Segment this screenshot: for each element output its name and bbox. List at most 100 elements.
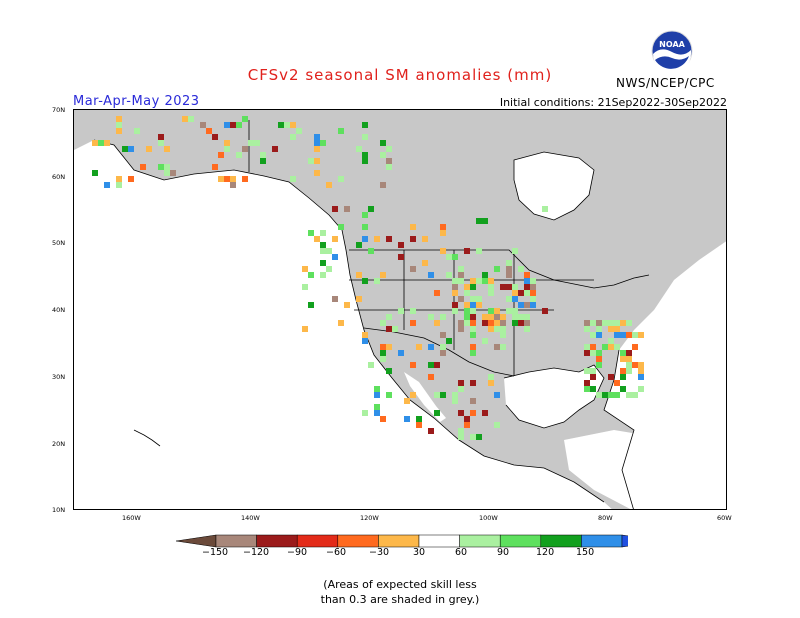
colorbar: [172, 533, 663, 552]
anomaly-cell: [530, 284, 536, 290]
anomaly-cell: [164, 164, 170, 170]
lat-label-60n: 60N: [52, 173, 66, 181]
anomaly-cell: [476, 296, 482, 302]
anomaly-cell: [380, 350, 386, 356]
anomaly-cell: [374, 392, 380, 398]
anomaly-cell: [116, 128, 122, 134]
anomaly-cell: [596, 350, 602, 356]
anomaly-cell: [446, 254, 452, 260]
anomaly-cell: [362, 224, 368, 230]
anomaly-cell: [482, 320, 488, 326]
anomaly-cell: [344, 206, 350, 212]
anomaly-cell: [362, 338, 368, 344]
anomaly-cell: [590, 332, 596, 338]
anomaly-cell: [512, 320, 518, 326]
anomaly-cell: [200, 122, 206, 128]
colorbar-swatch: [418, 534, 460, 548]
anomaly-cell: [386, 344, 392, 350]
anomaly-cell: [410, 320, 416, 326]
anomaly-cell: [620, 386, 626, 392]
anomaly-cell: [344, 302, 350, 308]
anomaly-cell: [362, 236, 368, 242]
colorbar-swatch: [256, 534, 298, 548]
anomaly-cell: [386, 146, 392, 152]
anomaly-cell: [398, 350, 404, 356]
anomaly-cell: [434, 410, 440, 416]
anomaly-cell: [380, 344, 386, 350]
anomaly-cell: [374, 386, 380, 392]
anomaly-cell: [356, 146, 362, 152]
anomaly-cell: [458, 428, 464, 434]
anomaly-cell: [380, 320, 386, 326]
colorbar-arrow-high: [621, 534, 663, 548]
anomaly-cell: [116, 182, 122, 188]
anomaly-cell: [392, 326, 398, 332]
colorbar-swatch: [459, 534, 501, 548]
anomaly-cell: [476, 302, 482, 308]
anomaly-cell: [530, 290, 536, 296]
noaa-logo: NOAA: [651, 30, 693, 73]
anomaly-cell: [596, 392, 602, 398]
anomaly-cell: [596, 326, 602, 332]
lon-label-80w: 80W: [598, 514, 613, 522]
anomaly-cell: [512, 308, 518, 314]
anomaly-cell: [236, 152, 242, 158]
anomaly-cell: [380, 272, 386, 278]
lat-label-20n: 20N: [52, 440, 66, 448]
anomaly-cell: [314, 158, 320, 164]
anomaly-cell: [476, 218, 482, 224]
anomaly-cell: [386, 164, 392, 170]
colorbar-label: 90: [497, 547, 510, 558]
anomaly-cell: [590, 374, 596, 380]
anomaly-cell: [524, 272, 530, 278]
anomaly-cell: [470, 398, 476, 404]
colorbar-label: 30: [413, 547, 426, 558]
colorbar-arrow-low: [175, 534, 217, 548]
anomaly-cell: [398, 308, 404, 314]
anomaly-cell: [410, 266, 416, 272]
anomaly-cell: [626, 332, 632, 338]
anomaly-cell: [434, 290, 440, 296]
colorbar-swatch: [581, 534, 623, 548]
anomaly-cell: [302, 326, 308, 332]
anomaly-cell: [584, 320, 590, 326]
anomaly-cell: [476, 278, 482, 284]
anomaly-cell: [470, 308, 476, 314]
colorbar-swatch: [378, 534, 420, 548]
anomaly-cell: [440, 392, 446, 398]
anomaly-cell: [458, 320, 464, 326]
anomaly-cell: [464, 422, 470, 428]
anomaly-cell: [584, 368, 590, 374]
anomaly-cell: [428, 428, 434, 434]
anomaly-cell: [542, 206, 548, 212]
anomaly-cell: [626, 320, 632, 326]
anomaly-cell: [494, 314, 500, 320]
anomaly-cell: [356, 272, 362, 278]
anomaly-cell: [470, 326, 476, 332]
anomaly-cell: [476, 434, 482, 440]
anomaly-cell: [158, 164, 164, 170]
lat-label-70n: 70N: [52, 106, 66, 114]
anomaly-cell: [440, 248, 446, 254]
anomaly-cell: [608, 344, 614, 350]
lon-label-100w: 100W: [479, 514, 498, 522]
anomaly-cell: [440, 314, 446, 320]
anomaly-cell: [590, 368, 596, 374]
anomaly-cell: [164, 146, 170, 152]
lon-label-140w: 140W: [241, 514, 260, 522]
anomaly-cell: [386, 326, 392, 332]
lon-label-60w: 60W: [717, 514, 732, 522]
anomaly-cell: [614, 380, 620, 386]
anomaly-cell: [410, 224, 416, 230]
anomaly-cell: [518, 266, 524, 272]
anomaly-cell: [308, 230, 314, 236]
anomaly-cell: [296, 128, 302, 134]
anomaly-cell: [602, 344, 608, 350]
anomaly-cell: [98, 140, 104, 146]
anomaly-cell: [362, 410, 368, 416]
anomaly-cell: [464, 290, 470, 296]
anomaly-cell: [410, 308, 416, 314]
anomaly-cell: [500, 284, 506, 290]
anomaly-cell: [452, 398, 458, 404]
anomaly-cell: [470, 314, 476, 320]
